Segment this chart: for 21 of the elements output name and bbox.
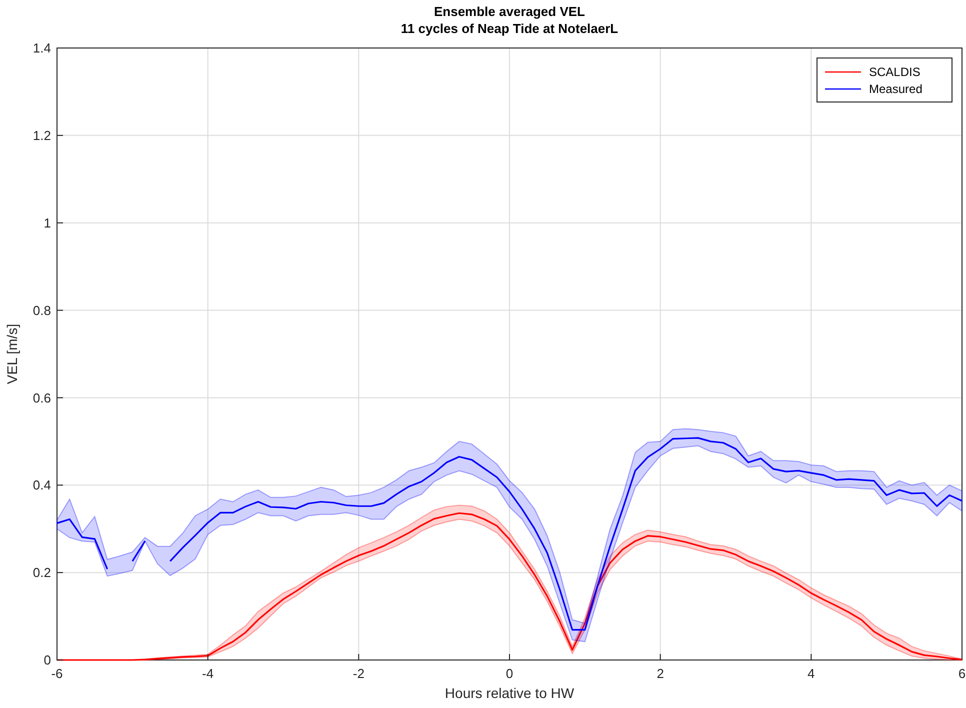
x-tick-label: 0 [506,666,514,681]
x-axis-title: Hours relative to HW [444,685,575,701]
x-tick-label: 6 [958,666,966,681]
y-tick-label: 1.4 [32,40,51,56]
legend-label: SCALDIS [869,65,920,80]
y-tick-label: 0 [44,652,51,668]
y-tick-label: 0.8 [32,302,51,318]
legend-label: Measured [869,82,922,96]
chart-subtitle: 11 cycles of Neap Tide at NotelaerL [400,21,618,36]
y-axis-title: VEL [m/s] [4,324,20,384]
x-tick-label: 2 [656,666,664,681]
y-tick-label: 1 [44,215,51,230]
y-tick-label: 0.4 [32,478,51,493]
y-tick-label: 1.2 [32,128,51,143]
x-tick-label: -4 [202,666,214,681]
x-tick-label: -6 [51,666,63,681]
x-tick-label: 4 [808,666,815,681]
x-tick-label: -2 [352,666,364,681]
y-tick-label: 0.2 [32,565,51,580]
chart-title: Ensemble averaged VEL [434,4,586,19]
y-tick-label: 0.6 [32,390,51,406]
